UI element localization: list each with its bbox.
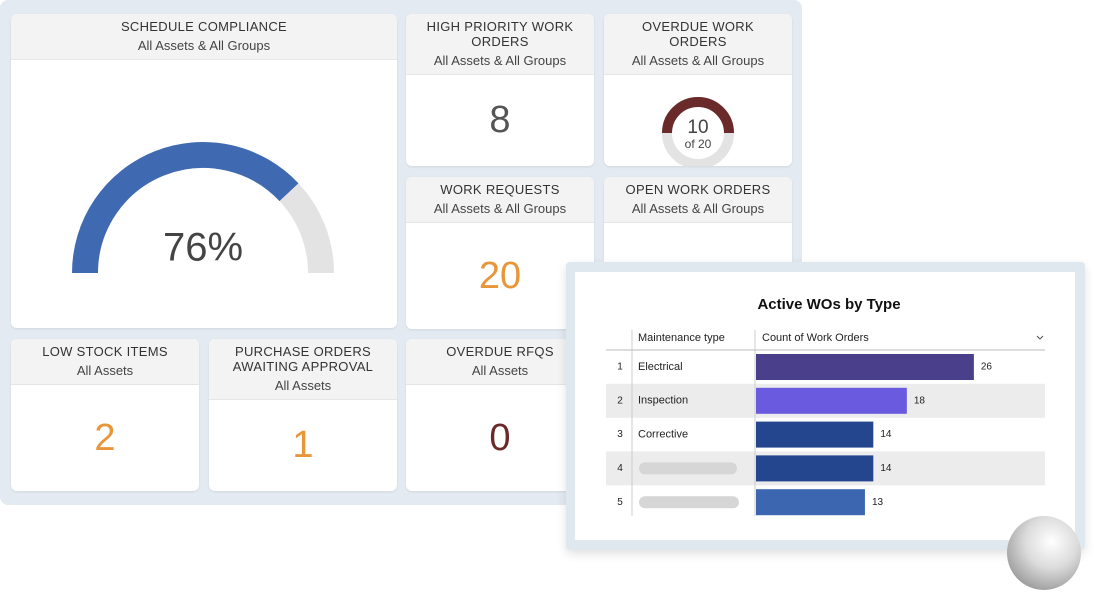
tile-subtitle: All Assets	[274, 378, 332, 393]
tile-title: LOW STOCK ITEMS	[42, 344, 168, 359]
redacted-type	[639, 496, 739, 509]
redacted-type	[639, 462, 737, 475]
tile-header: LOW STOCK ITEMS All Assets	[11, 339, 199, 385]
tile-subtitle: All Assets & All Groups	[433, 201, 567, 216]
gauge-arc	[72, 142, 299, 274]
tile-subtitle: All Assets & All Groups	[631, 53, 765, 68]
tile-header: WORK REQUESTS All Assets & All Groups	[406, 177, 594, 223]
row-index: 4	[617, 463, 623, 474]
tile[interactable]: HIGH PRIORITY WORK ORDERS All Assets & Al…	[406, 14, 594, 166]
bar	[756, 489, 865, 516]
gauge-value: 76%	[163, 226, 243, 270]
gauge: 76%	[72, 142, 334, 274]
row-type: Corrective	[638, 429, 688, 441]
donut-total: of 20	[685, 137, 712, 151]
bar-label: 13	[872, 497, 884, 508]
tile-title: SCHEDULE COMPLIANCE	[120, 19, 288, 34]
sort-icon[interactable]	[1036, 335, 1044, 340]
tile-title: PURCHASE ORDERS AWAITING APPROVAL	[232, 344, 374, 374]
chart-panel: Active WOs by Type Maintenance type Coun…	[566, 262, 1085, 550]
tile[interactable]: OVERDUE WORK ORDERS All Assets & All Grou…	[604, 14, 792, 166]
row-type: Electrical	[638, 361, 683, 373]
tile-subtitle: All Assets & All Groups	[137, 38, 271, 53]
row-type: Inspection	[638, 395, 688, 407]
tile[interactable]: OVERDUE RFQS All Assets 0	[406, 339, 594, 491]
tile[interactable]: WORK REQUESTS All Assets & All Groups 20	[406, 177, 594, 329]
bar-label: 14	[880, 429, 892, 440]
column-header: Maintenance type	[638, 332, 725, 344]
tile-title: HIGH PRIORITY WORK ORDERS	[426, 19, 574, 49]
wos-title: Active WOs by Type	[757, 296, 900, 313]
row-index: 2	[617, 395, 623, 406]
wos-table: Active WOs by Type Maintenance type Coun…	[606, 296, 1045, 516]
tile-subtitle: All Assets & All Groups	[631, 201, 765, 216]
bar-label: 14	[880, 463, 892, 474]
column-header: Count of Work Orders	[762, 332, 869, 344]
bar-label: 26	[981, 362, 993, 373]
tile[interactable]: SCHEDULE COMPLIANCE All Assets & All Grou…	[11, 14, 397, 328]
tile-title: WORK REQUESTS	[440, 182, 560, 197]
tile-header: OVERDUE RFQS All Assets	[406, 339, 594, 385]
bar	[756, 421, 874, 448]
bar	[756, 455, 874, 482]
tile-body: 10 of 20	[604, 75, 792, 166]
tile-title: OVERDUE RFQS	[446, 344, 554, 359]
tile-header: SCHEDULE COMPLIANCE All Assets & All Grou…	[11, 14, 397, 60]
donut-arc	[662, 97, 734, 134]
bar	[756, 354, 974, 380]
row-index: 1	[617, 362, 623, 373]
decorative-sphere	[1007, 516, 1081, 590]
tile-value: 2	[94, 416, 116, 459]
tile-header: OVERDUE WORK ORDERS All Assets & All Grou…	[604, 14, 792, 75]
tile-subtitle: All Assets & All Groups	[433, 53, 567, 68]
tile-value: 1	[292, 424, 314, 466]
tile-value: 0	[489, 416, 511, 459]
donut-value: 10	[687, 117, 708, 138]
tile[interactable]: PURCHASE ORDERS AWAITING APPROVAL All Ass…	[209, 339, 397, 491]
row-index: 5	[617, 497, 623, 508]
tile-body: 76%	[11, 60, 397, 328]
donut: 10 of 20	[662, 97, 734, 166]
tile-subtitle: All Assets	[471, 363, 529, 378]
tile-value: 8	[489, 99, 511, 141]
gauge-track	[279, 183, 334, 274]
tile-value: 20	[478, 254, 522, 297]
tile-subtitle: All Assets	[76, 363, 134, 378]
tile-title: OPEN WORK ORDERS	[625, 182, 771, 197]
tile[interactable]: LOW STOCK ITEMS All Assets 2	[11, 339, 199, 491]
tile-header: HIGH PRIORITY WORK ORDERS All Assets & Al…	[406, 14, 594, 75]
tile-title: OVERDUE WORK ORDERS	[642, 19, 754, 49]
bar	[756, 387, 907, 414]
tile-header: OPEN WORK ORDERS All Assets & All Groups	[604, 177, 792, 223]
tile-header: PURCHASE ORDERS AWAITING APPROVAL All Ass…	[209, 339, 397, 400]
row-index: 3	[617, 429, 623, 440]
bar-label: 18	[914, 395, 926, 406]
